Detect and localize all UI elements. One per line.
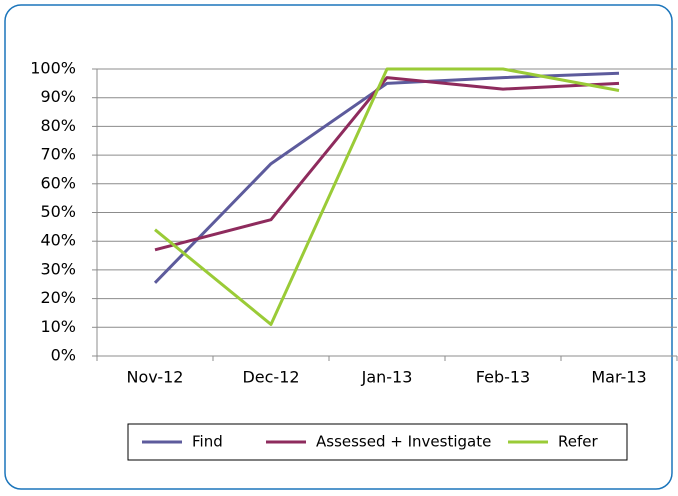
- x-tick-label: Jan-13: [361, 368, 413, 387]
- y-tick-label: 30%: [40, 259, 76, 278]
- frame: [4, 4, 673, 490]
- y-tick-label: 40%: [40, 231, 76, 250]
- series-line: [154, 76, 620, 252]
- y-tick-label: 10%: [40, 317, 76, 336]
- legend-label: Assessed + Investigate: [316, 433, 491, 451]
- x-tick-label: Mar-13: [591, 368, 646, 387]
- series-line: [154, 67, 620, 326]
- legend-label: Refer: [558, 433, 598, 451]
- y-tick-label: 60%: [40, 173, 76, 192]
- x-tick-label: Dec-12: [242, 368, 299, 387]
- x-tick-label: Feb-13: [476, 368, 530, 387]
- y-tick-label: 100%: [30, 59, 76, 78]
- y-tick-label: 90%: [40, 87, 76, 106]
- y-tick-label: 0%: [51, 346, 76, 365]
- y-tick-label: 80%: [40, 116, 76, 135]
- y-tick-label: 70%: [40, 145, 76, 164]
- y-tick-label: 50%: [40, 202, 76, 221]
- y-tick-label: 20%: [40, 288, 76, 307]
- x-tick-label: Nov-12: [127, 368, 184, 387]
- legend-label: Find: [192, 433, 223, 451]
